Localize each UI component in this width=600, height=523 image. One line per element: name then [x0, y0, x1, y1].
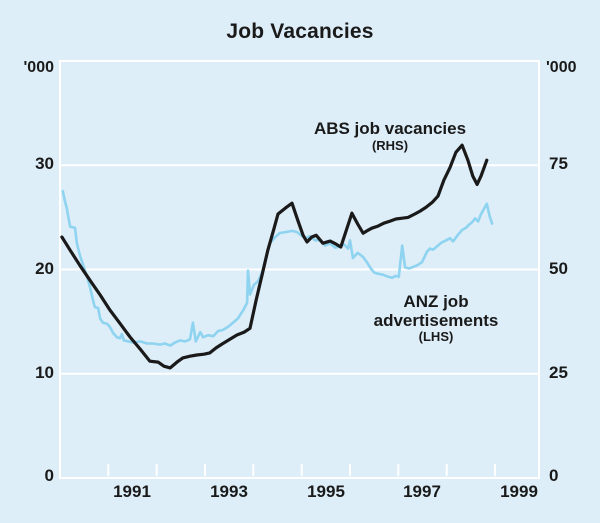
series-annotation-abs-axis: (RHS)	[371, 137, 409, 153]
series-annotation-abs: ABS job vacancies (RHS)	[295, 119, 485, 153]
series-annotation-anz-text: ANZ job advertisements	[373, 292, 499, 330]
left-axis-tick-30: 30	[35, 154, 54, 173]
chart-title: Job Vacancies	[226, 20, 374, 43]
series-annotation-anz-axis: (LHS)	[418, 329, 454, 345]
series-line-abs-job-vacancies	[60, 143, 489, 370]
right-axis-tick-75: 75	[549, 154, 568, 173]
series-annotation-abs-text: ABS job vacancies	[313, 119, 467, 138]
x-axis-label-1997: 1997	[403, 482, 441, 501]
left-axis-unit-label: '000	[23, 59, 55, 76]
right-axis-tick-0: 0	[549, 466, 559, 485]
plot-border	[59, 60, 540, 479]
series-annotation-anz: ANZ job advertisements (LHS)	[361, 292, 511, 345]
right-axis-tick-50: 50	[549, 259, 568, 278]
left-axis-tick-20: 20	[35, 259, 54, 278]
left-axis-tick-0: 0	[44, 466, 54, 485]
right-axis-tick-25: 25	[549, 363, 568, 382]
x-axis-label-1993: 1993	[210, 482, 248, 501]
x-axis-label-1991: 1991	[113, 482, 151, 501]
x-axis-label-1995: 1995	[307, 482, 345, 501]
right-axis-unit-label: '000	[546, 59, 577, 76]
left-axis-tick-10: 10	[35, 363, 54, 382]
x-axis-label-1999: 1999	[500, 482, 538, 501]
series-line-anz-job-advertisements	[61, 190, 494, 347]
